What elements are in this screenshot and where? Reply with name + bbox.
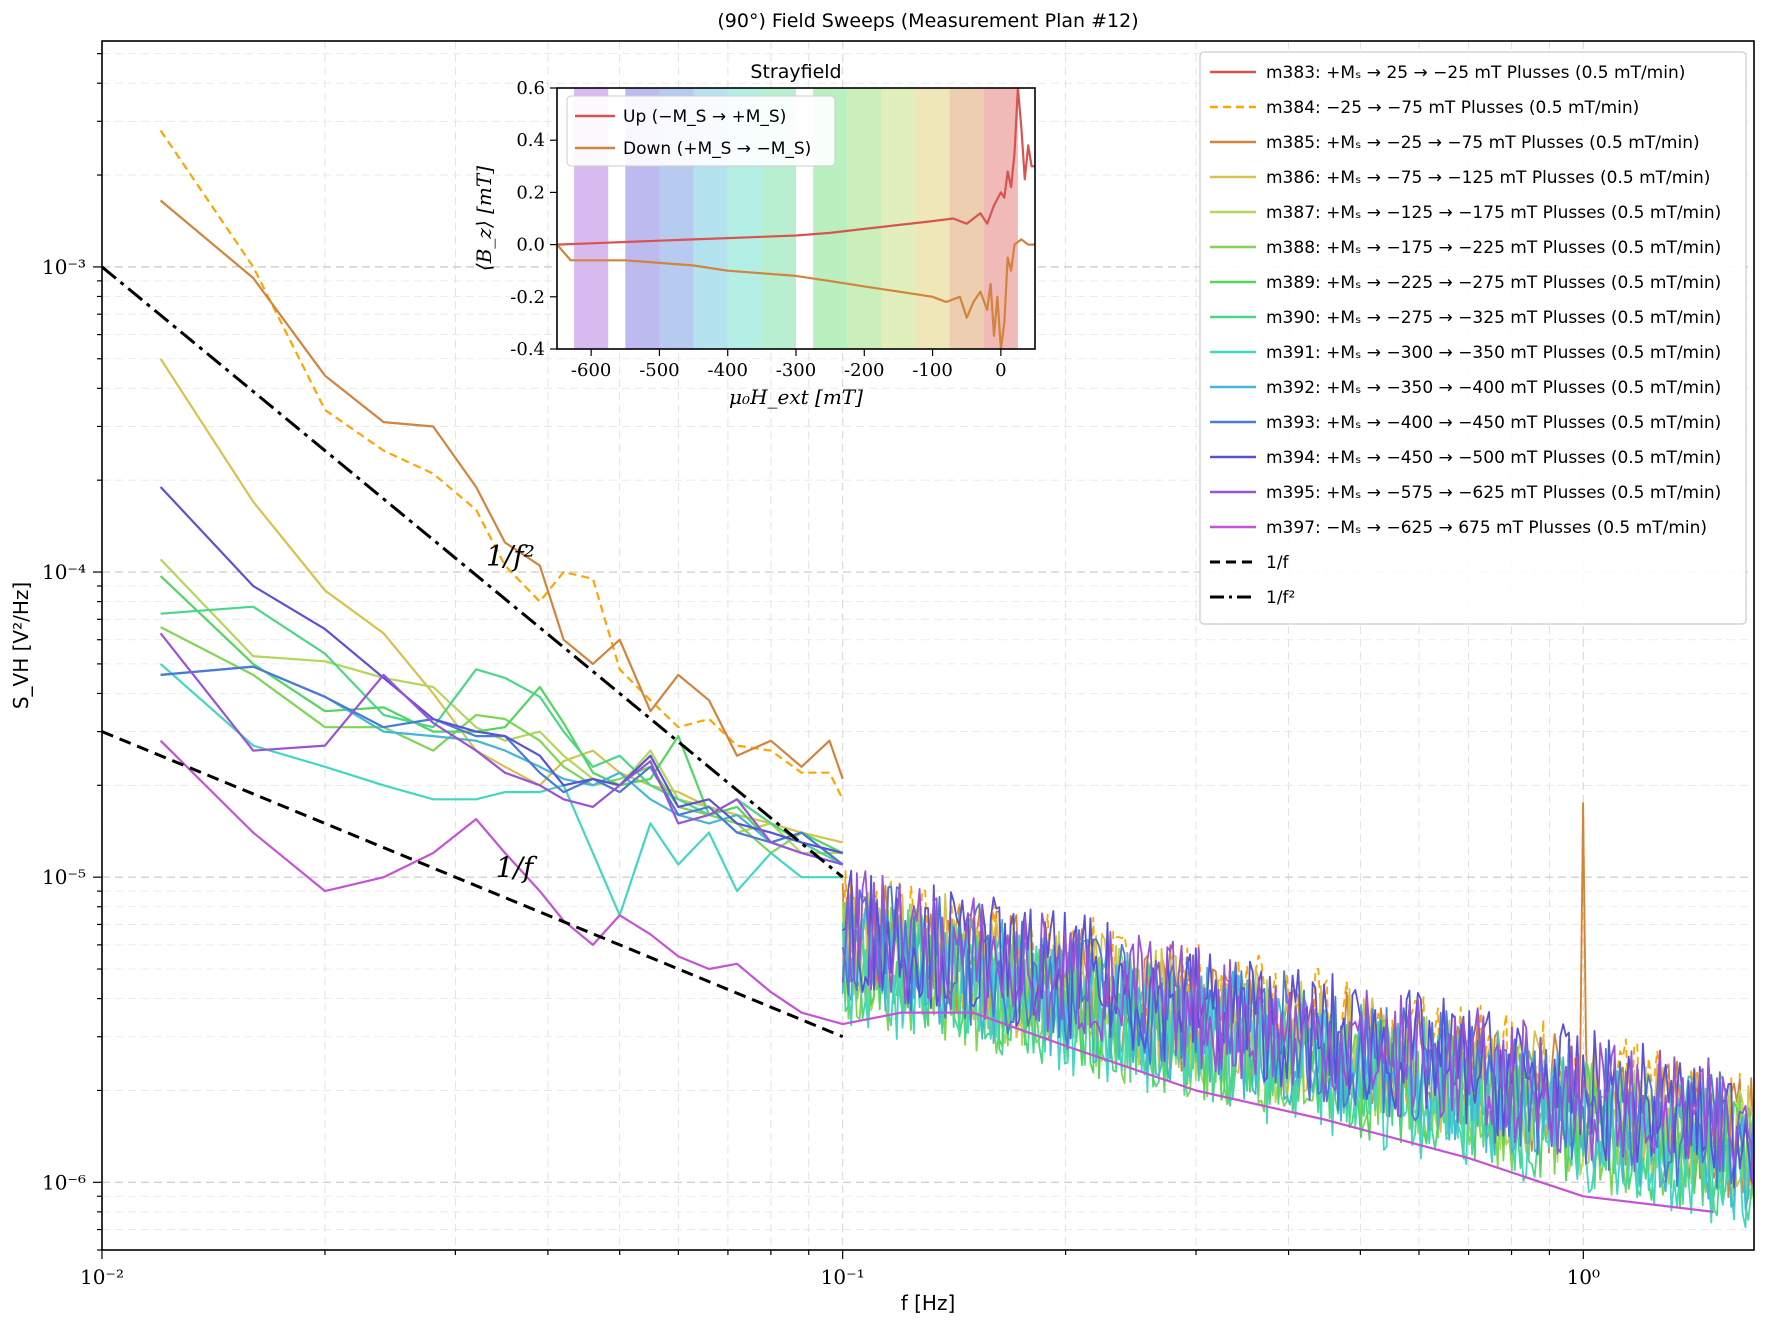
inset-x-tick-label: -400: [707, 360, 747, 381]
inset-y-tick-label: 0.0: [516, 235, 545, 256]
inset-x-tick-label: -100: [912, 360, 952, 381]
legend-label: m397: −Mₛ → −625 → 675 mT Plusses (0.5 m…: [1266, 518, 1707, 538]
series-line-9: [159, 663, 843, 917]
inset-y-tick-label: 0.2: [516, 182, 545, 203]
legend-label: 1/f²: [1266, 588, 1295, 608]
chart-title: (90°) Field Sweeps (Measurement Plan #12…: [717, 10, 1138, 32]
inset-x-tick-label: 0: [995, 360, 1006, 381]
main-ticks: [93, 53, 1584, 1259]
series-line-3: [159, 199, 844, 780]
legend-label: m385: +Mₛ → −25 → −75 mT Plusses (0.5 mT…: [1266, 133, 1700, 153]
inset-y-tick-label: 0.6: [516, 78, 545, 99]
series-line-11: [160, 665, 844, 866]
inset-y-tick-label: -0.4: [510, 339, 545, 360]
legend-label: m388: +Mₛ → −175 → −225 mT Plusses (0.5 …: [1266, 238, 1721, 258]
series-line-14: [159, 739, 1714, 1213]
series-line-2: [159, 129, 844, 800]
legend-label: m390: +Mₛ → −275 → −325 mT Plusses (0.5 …: [1266, 308, 1721, 328]
inset-x-label: μ₀H_ext [mT]: [729, 385, 863, 409]
legend-label: m387: +Mₛ → −125 → −175 mT Plusses (0.5 …: [1266, 203, 1721, 223]
main-plot-area: [102, 129, 1754, 1229]
legend-label: m395: +Mₛ → −575 → −625 mT Plusses (0.5 …: [1266, 483, 1721, 503]
y-tick-label: 10⁻⁴: [42, 560, 86, 584]
inset-title: Strayfield: [750, 61, 841, 83]
legend-label: m394: +Mₛ → −450 → −500 mT Plusses (0.5 …: [1266, 448, 1721, 468]
inset-y-tick-label: 0.4: [516, 130, 545, 151]
legend-label: m383: +Mₛ → 25 → −25 mT Plusses (0.5 mT/…: [1266, 63, 1685, 83]
series-line-16: [102, 265, 844, 879]
legend-label: m392: +Mₛ → −350 → −400 mT Plusses (0.5 …: [1266, 378, 1721, 398]
legend-label: m386: +Mₛ → −75 → −125 mT Plusses (0.5 m…: [1266, 168, 1710, 188]
inset-legend: Up (−M_S → +M_S) Down (+M_S → −M_S): [566, 95, 836, 167]
inset-legend-box: [566, 95, 836, 167]
y-tick-label: 10⁻⁵: [42, 865, 86, 889]
y-tick-label: 10⁻⁶: [42, 1170, 86, 1194]
inset-legend-label: Down (+M_S → −M_S): [623, 139, 811, 159]
legend-label: m389: +Mₛ → −225 → −275 mT Plusses (0.5 …: [1266, 273, 1721, 293]
legend-label: 1/f: [1266, 553, 1290, 573]
series-tail-12: [842, 869, 1754, 1189]
x-tick-label: 10⁰: [1567, 1265, 1600, 1289]
main-axes-frame: [101, 40, 1755, 1251]
legend-label: m384: −25 → −75 mT Plusses (0.5 mT/min): [1266, 98, 1639, 118]
inset-x-tick-label: -300: [776, 360, 816, 381]
y-tick-label: 10⁻³: [42, 255, 86, 279]
x-axis-label: f [Hz]: [901, 1291, 956, 1315]
x-tick-label: 10⁻¹: [821, 1265, 865, 1289]
annotation-label: 1/f: [496, 851, 538, 884]
legend-box: [1199, 51, 1747, 625]
series-line-4: [159, 358, 843, 844]
inset-series-line-2: [557, 238, 1035, 349]
inset-x-tick-label: -600: [571, 360, 611, 381]
inset-band: [881, 88, 916, 349]
inset-x-tick-label: -500: [639, 360, 679, 381]
y-axis-label: S_VH [V²/Hz]: [9, 582, 33, 709]
inset-band: [847, 88, 882, 349]
legend-label: m393: +Mₛ → −400 → −450 mT Plusses (0.5 …: [1266, 413, 1721, 433]
series-line-8: [160, 605, 844, 866]
series-line-7: [159, 575, 844, 854]
legend-label: m391: +Mₛ → −300 → −350 mT Plusses (0.5 …: [1266, 343, 1721, 363]
annotation-label: 1/f²: [486, 540, 535, 573]
series-line-5: [159, 558, 843, 855]
inset-legend-label: Up (−M_S → +M_S): [623, 107, 786, 127]
series-line-15: [102, 730, 844, 1039]
inset-series-line-1: [557, 88, 1035, 246]
series-line-6: [160, 626, 844, 866]
series-line-13: [159, 632, 843, 866]
series-tail-13: [841, 870, 1754, 1197]
main-legend: m383: +Mₛ → 25 → −25 mT Plusses (0.5 mT/…: [1199, 51, 1747, 625]
inset-chart: -600 -500 -400 -300 -200 -100 0 -0.4 -0.2 0.0 0.2 0…: [472, 61, 1036, 409]
inset-y-label: ⟨B_z⟩ [mT]: [472, 166, 496, 271]
x-tick-label: 10⁻²: [80, 1265, 124, 1289]
inset-band: [915, 88, 950, 349]
series-line-12: [159, 486, 843, 855]
inset-x-tick-label: -200: [844, 360, 884, 381]
inset-plot-area: [557, 88, 1035, 349]
inset-y-tick-label: -0.2: [510, 287, 545, 308]
